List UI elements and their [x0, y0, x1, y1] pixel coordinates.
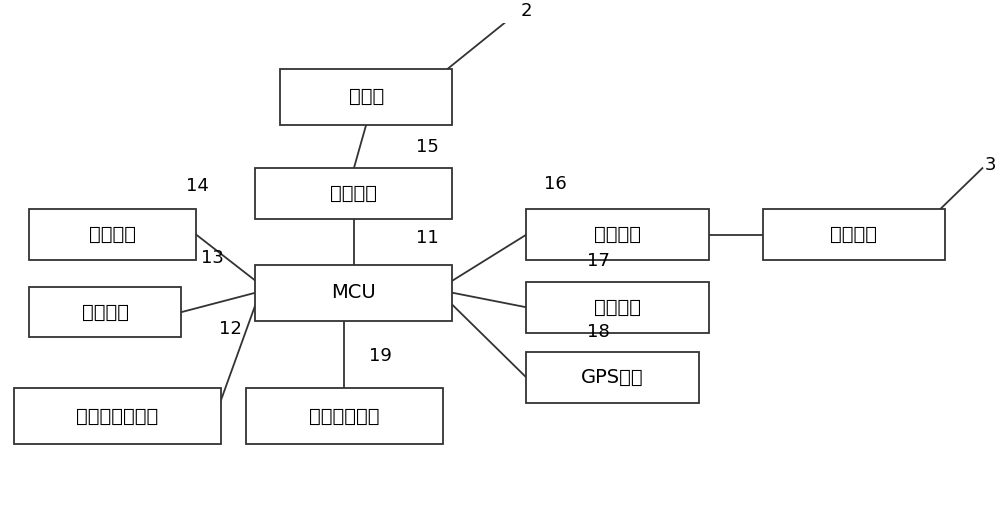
Text: 3: 3 — [985, 156, 996, 174]
Text: 时钟电路: 时钟电路 — [82, 303, 129, 321]
Text: 12: 12 — [219, 320, 242, 338]
Text: 告警电路: 告警电路 — [89, 225, 136, 244]
Bar — [526, 282, 709, 333]
Text: 18: 18 — [587, 323, 610, 341]
Text: 通信电路: 通信电路 — [594, 225, 641, 244]
Text: 分合闸监视电路: 分合闸监视电路 — [76, 407, 159, 426]
Text: 存储电路: 存储电路 — [594, 298, 641, 317]
Text: 15: 15 — [416, 138, 439, 156]
Text: 输出电路: 输出电路 — [330, 184, 377, 203]
Bar — [29, 287, 181, 337]
Bar — [526, 352, 699, 403]
Text: 14: 14 — [186, 177, 209, 195]
Bar — [280, 69, 452, 125]
Text: GPS电路: GPS电路 — [581, 368, 644, 387]
Bar — [246, 388, 443, 444]
Text: 11: 11 — [416, 228, 439, 246]
Text: 16: 16 — [544, 175, 567, 193]
Text: 信息提示电路: 信息提示电路 — [309, 407, 379, 426]
Text: 2: 2 — [521, 2, 532, 20]
Bar — [526, 210, 709, 260]
Bar — [14, 388, 221, 444]
Text: MCU: MCU — [332, 283, 376, 302]
Bar — [29, 210, 196, 260]
Bar — [763, 210, 945, 260]
Text: 移动终端: 移动终端 — [830, 225, 877, 244]
Text: 接触器: 接触器 — [349, 87, 384, 106]
Bar — [255, 265, 452, 320]
Text: 13: 13 — [201, 249, 224, 267]
Bar — [255, 168, 452, 219]
Text: 17: 17 — [587, 252, 610, 270]
Text: 19: 19 — [369, 347, 392, 365]
